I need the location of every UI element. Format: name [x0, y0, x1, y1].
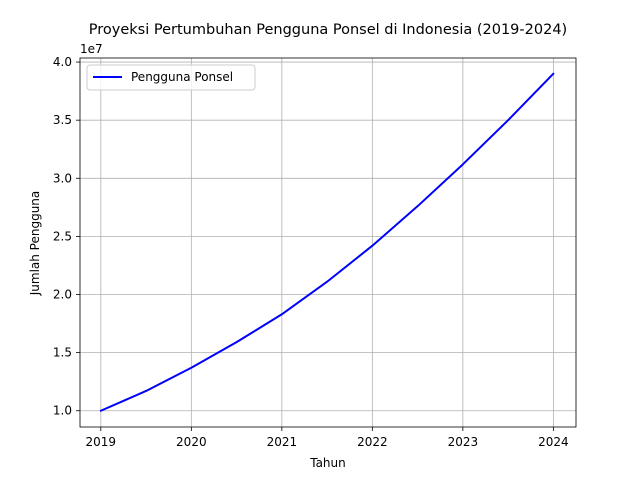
x-tick-label: 2022 [357, 435, 388, 449]
x-tick-label: 2023 [448, 435, 479, 449]
grid [80, 58, 576, 427]
y-tick-label: 1.5 [53, 346, 72, 360]
y-tick-label: 3.5 [53, 113, 72, 127]
legend: Pengguna Ponsel [86, 64, 256, 91]
x-axis-label: Tahun [309, 456, 346, 470]
y-axis-label: Jumlah Pengguna [28, 191, 42, 297]
y-tick-label: 1.0 [53, 404, 72, 418]
y-tick-label: 2.5 [53, 229, 72, 243]
y-tick-label: 4.0 [53, 55, 72, 69]
x-tick-label: 2024 [538, 435, 569, 449]
chart-title: Proyeksi Pertumbuhan Pengguna Ponsel di … [89, 22, 567, 38]
y-tick-label: 3.0 [53, 171, 72, 185]
series-layer [99, 72, 555, 412]
x-tick-label: 2021 [267, 435, 298, 449]
x-tick-label: 2019 [86, 435, 117, 449]
y-tick-label: 2.0 [53, 288, 72, 302]
legend-entry-pengguna-ponsel: Pengguna Ponsel [131, 70, 233, 84]
legend-box [86, 64, 256, 91]
y-axis-multiplier: 1e7 [80, 42, 103, 56]
series-line-pengguna-ponsel [99, 72, 555, 412]
y-axis: 1.0 1.5 2.0 2.5 3.0 3.5 4.0 [53, 55, 80, 418]
x-axis: 2019 2020 2021 2022 2023 2024 [86, 427, 569, 449]
plot-area [79, 57, 577, 428]
x-tick-label: 2020 [176, 435, 207, 449]
